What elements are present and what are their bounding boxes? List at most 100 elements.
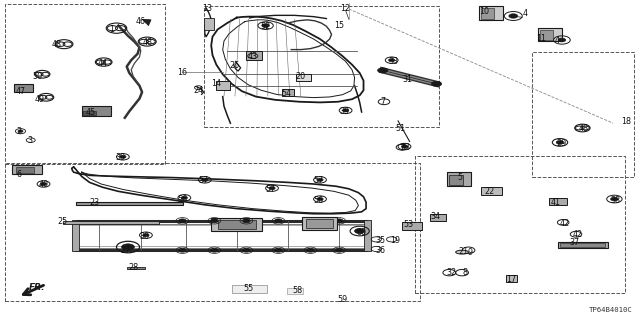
Text: 5: 5 (457, 173, 462, 182)
Bar (282, 89, 294, 96)
Bar (481, 8, 494, 19)
Text: 18: 18 (621, 117, 631, 126)
Bar (76, 202, 183, 205)
Bar (558, 242, 608, 248)
Text: 45: 45 (86, 108, 96, 117)
Circle shape (275, 248, 282, 252)
Text: TP64B4010C: TP64B4010C (589, 307, 632, 313)
Text: 59: 59 (337, 295, 348, 304)
Bar (232, 285, 267, 293)
Bar (82, 106, 111, 116)
Circle shape (211, 248, 218, 252)
Circle shape (202, 178, 208, 181)
Bar (538, 28, 562, 41)
Circle shape (611, 197, 618, 201)
Text: 16: 16 (177, 68, 188, 76)
Circle shape (556, 140, 564, 144)
Text: 12: 12 (340, 4, 351, 13)
Circle shape (40, 182, 47, 186)
Text: 8: 8 (462, 268, 467, 277)
Text: 34: 34 (430, 212, 440, 221)
Text: 53: 53 (403, 220, 413, 229)
Circle shape (307, 248, 314, 252)
Text: 57: 57 (314, 176, 324, 185)
Text: 48: 48 (579, 124, 589, 133)
Text: 11: 11 (536, 34, 546, 43)
Text: 24: 24 (193, 86, 204, 95)
Text: 17: 17 (506, 275, 516, 284)
Text: 48: 48 (142, 38, 152, 47)
Circle shape (122, 244, 134, 250)
Text: 42: 42 (559, 219, 570, 228)
Bar (430, 214, 446, 221)
Bar (211, 218, 262, 231)
Text: 13: 13 (202, 4, 212, 13)
Text: 58: 58 (292, 286, 303, 295)
Bar (402, 222, 422, 230)
Text: 36: 36 (375, 246, 385, 255)
Text: 33: 33 (388, 57, 399, 66)
Circle shape (342, 109, 349, 112)
Text: 46: 46 (136, 17, 146, 26)
Text: 57: 57 (265, 185, 275, 194)
Circle shape (181, 196, 188, 199)
Bar (287, 288, 303, 294)
Text: 27: 27 (120, 246, 131, 255)
Circle shape (317, 197, 323, 201)
Text: 39: 39 (115, 153, 125, 162)
Bar (449, 175, 463, 185)
Text: 23: 23 (89, 198, 99, 207)
Text: 42: 42 (572, 230, 582, 239)
Circle shape (179, 248, 186, 252)
Circle shape (558, 38, 566, 42)
Text: 7: 7 (380, 97, 385, 106)
Bar (83, 111, 96, 115)
Text: 26: 26 (230, 61, 240, 70)
Text: 25: 25 (58, 217, 68, 226)
Bar (549, 198, 567, 205)
Circle shape (269, 187, 275, 190)
Bar (506, 275, 517, 282)
Text: 38: 38 (611, 196, 621, 204)
Bar (302, 217, 337, 230)
Bar (246, 51, 262, 60)
Bar (127, 267, 145, 269)
Circle shape (143, 234, 149, 237)
Text: 33: 33 (401, 143, 411, 152)
Circle shape (275, 219, 282, 223)
Polygon shape (142, 19, 151, 26)
Text: 30: 30 (139, 232, 149, 241)
Bar (12, 165, 42, 174)
Circle shape (378, 68, 388, 73)
Text: FR.: FR. (29, 284, 45, 292)
Text: 7: 7 (399, 144, 404, 153)
Bar (481, 187, 502, 195)
Text: 40: 40 (38, 180, 49, 189)
Text: 19: 19 (390, 236, 401, 245)
Text: 56: 56 (177, 195, 188, 204)
Circle shape (388, 59, 395, 62)
Bar (5, 4, 165, 164)
Text: 32: 32 (447, 268, 457, 277)
Bar (296, 74, 311, 81)
Text: 56: 56 (314, 196, 324, 204)
Circle shape (335, 248, 343, 252)
Text: 6: 6 (17, 170, 22, 179)
Text: 48: 48 (51, 40, 61, 49)
Circle shape (509, 14, 518, 18)
Text: 4: 4 (554, 36, 559, 44)
Circle shape (431, 81, 442, 86)
Text: 52: 52 (260, 22, 271, 31)
Bar (63, 221, 159, 224)
Text: 14: 14 (211, 79, 221, 88)
Bar (415, 156, 625, 293)
Text: 55: 55 (243, 284, 253, 293)
Bar (306, 219, 333, 228)
Text: 28: 28 (128, 263, 138, 272)
Bar (204, 6, 439, 127)
Bar (560, 243, 605, 247)
Text: 10: 10 (479, 7, 489, 16)
Text: 60: 60 (356, 228, 367, 237)
Text: 2: 2 (17, 127, 22, 136)
Bar (14, 84, 33, 92)
